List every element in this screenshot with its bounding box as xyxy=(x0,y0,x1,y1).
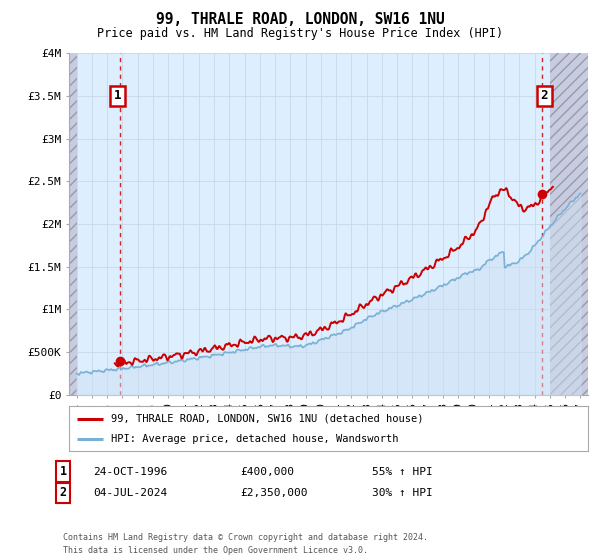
Text: 2: 2 xyxy=(541,90,548,102)
Text: 1: 1 xyxy=(113,90,121,102)
Text: £400,000: £400,000 xyxy=(240,466,294,477)
Text: £2,350,000: £2,350,000 xyxy=(240,488,308,498)
Bar xyxy=(69,53,77,395)
Text: Contains HM Land Registry data © Crown copyright and database right 2024.
This d: Contains HM Land Registry data © Crown c… xyxy=(63,533,428,554)
Text: 99, THRALE ROAD, LONDON, SW16 1NU (detached house): 99, THRALE ROAD, LONDON, SW16 1NU (detac… xyxy=(110,413,423,423)
Text: 24-OCT-1996: 24-OCT-1996 xyxy=(93,466,167,477)
Text: 30% ↑ HPI: 30% ↑ HPI xyxy=(372,488,433,498)
Text: Price paid vs. HM Land Registry's House Price Index (HPI): Price paid vs. HM Land Registry's House … xyxy=(97,27,503,40)
Text: HPI: Average price, detached house, Wandsworth: HPI: Average price, detached house, Wand… xyxy=(110,434,398,444)
Text: 55% ↑ HPI: 55% ↑ HPI xyxy=(372,466,433,477)
Text: 04-JUL-2024: 04-JUL-2024 xyxy=(93,488,167,498)
Text: 2: 2 xyxy=(59,486,67,500)
Text: 99, THRALE ROAD, LONDON, SW16 1NU: 99, THRALE ROAD, LONDON, SW16 1NU xyxy=(155,12,445,27)
Bar xyxy=(550,53,588,395)
Text: 1: 1 xyxy=(59,465,67,478)
